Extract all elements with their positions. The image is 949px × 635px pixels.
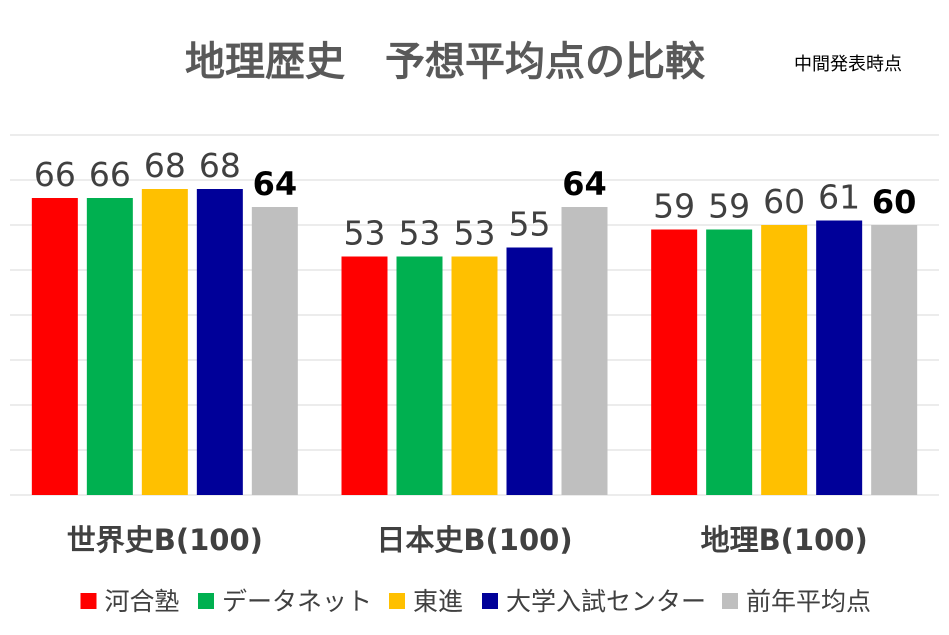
bar-value-label: 64 [253, 165, 298, 203]
bar [651, 229, 698, 495]
bar-value-label: 55 [509, 205, 551, 244]
bar [451, 256, 498, 495]
bar [871, 225, 918, 495]
chart-subtitle: 中間発表時点 [794, 54, 902, 75]
category-label: 地理B(100) [701, 523, 868, 557]
category-label: 日本史B(100) [376, 523, 572, 557]
bar-value-label: 53 [344, 214, 386, 253]
legend-swatch [198, 593, 214, 609]
category-label: 世界史B(100) [67, 523, 263, 557]
value-labels: 66 66 68 68 64 53 53 53 55 64 59 59 60 61 60 [34, 146, 917, 253]
legend-entry: 東進 [413, 587, 463, 616]
bar-value-label: 66 [89, 155, 131, 194]
bar [341, 256, 388, 495]
bar [761, 225, 808, 495]
bar-value-label: 59 [708, 187, 750, 226]
bar [86, 198, 133, 495]
bar-value-label: 68 [199, 146, 241, 185]
bar [396, 256, 443, 495]
legend-entry: 大学入試センター [506, 587, 706, 616]
bar-value-label: 68 [144, 146, 186, 185]
chart-title: 地理歴史 予想平均点の比較 [185, 39, 706, 85]
bar-value-label: 66 [34, 155, 76, 194]
legend-swatch [389, 593, 405, 609]
category-labels: 世界史B(100) 日本史B(100) 地理B(100) [67, 523, 868, 557]
legend-swatch [482, 593, 498, 609]
bar-value-label: 61 [818, 178, 860, 217]
bar [141, 189, 188, 495]
bar [506, 247, 553, 495]
bar [706, 229, 753, 495]
bar [196, 189, 243, 495]
legend-entry: データネット [222, 587, 372, 616]
bars [31, 189, 918, 495]
legend: 河合塾 データネット 東進 大学入試センター 前年平均点 [80, 587, 871, 616]
bar [561, 207, 608, 495]
legend-entry: 河合塾 [105, 587, 180, 616]
bar [816, 220, 863, 495]
legend-swatch [722, 593, 738, 609]
bar-value-label: 60 [872, 183, 917, 221]
bar [251, 207, 298, 495]
bar-value-label: 53 [454, 214, 496, 253]
bar-value-label: 59 [653, 187, 695, 226]
bar-value-label: 60 [763, 182, 805, 221]
legend-entry: 前年平均点 [746, 587, 871, 616]
bar-value-label: 64 [562, 165, 607, 203]
bar [31, 198, 78, 495]
legend-swatch [80, 593, 97, 609]
bar-value-label: 53 [399, 214, 441, 253]
